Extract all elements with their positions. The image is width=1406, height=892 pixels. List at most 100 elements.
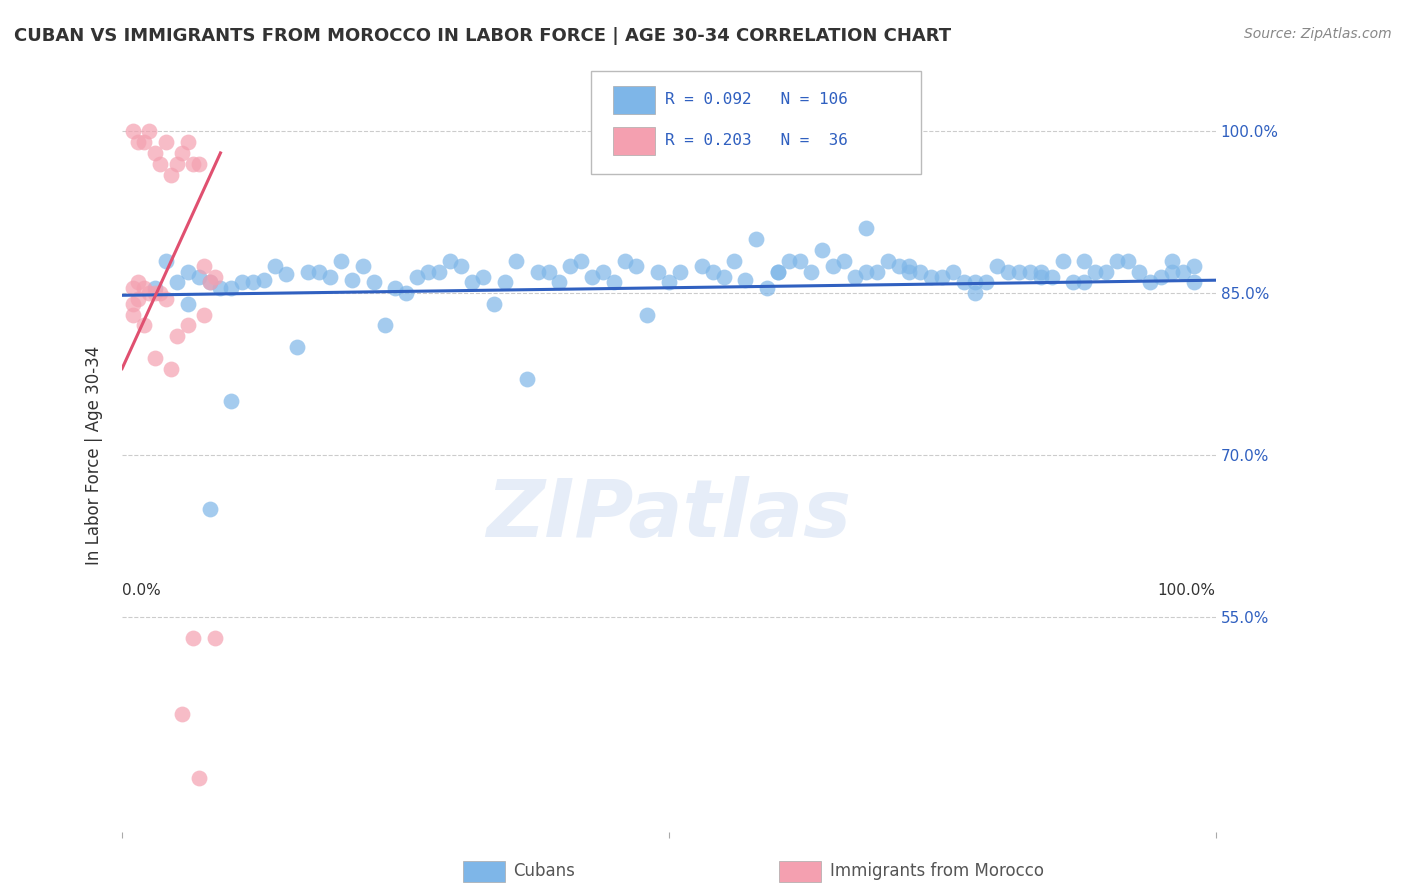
Point (193, 259, 215, 273)
Point (285, 340, 308, 354)
Point (319, 269, 342, 284)
Point (1095, 264, 1118, 278)
Text: R = 0.092   N = 106: R = 0.092 N = 106 (665, 93, 848, 107)
Point (155, 292, 177, 306)
Point (155, 135, 177, 149)
Point (127, 292, 149, 306)
Point (204, 632, 226, 646)
Point (181, 632, 204, 646)
Point (898, 264, 921, 278)
Point (1150, 269, 1173, 284)
Point (253, 273, 276, 287)
Point (723, 253, 745, 268)
Point (516, 372, 538, 386)
Point (176, 318, 198, 333)
Point (811, 243, 834, 257)
Point (1008, 264, 1031, 278)
Point (1116, 253, 1139, 268)
Point (221, 394, 243, 409)
Point (887, 259, 910, 273)
Point (122, 308, 145, 322)
Point (274, 267, 297, 281)
Point (439, 253, 461, 268)
Point (592, 264, 614, 278)
Point (658, 276, 681, 290)
Point (242, 276, 264, 290)
Point (1063, 276, 1085, 290)
Point (920, 269, 942, 284)
Point (198, 501, 221, 516)
Point (166, 329, 188, 343)
Point (221, 281, 243, 295)
Point (789, 253, 811, 268)
Y-axis label: In Labor Force | Age 30-34: In Labor Force | Age 30-34 (86, 345, 103, 565)
Point (132, 281, 155, 295)
Point (855, 264, 877, 278)
Point (450, 259, 472, 273)
Point (756, 281, 779, 295)
Point (143, 281, 166, 295)
Point (198, 276, 221, 290)
Point (127, 276, 149, 290)
Point (965, 276, 987, 290)
Point (160, 168, 183, 182)
Point (1029, 264, 1052, 278)
Point (1073, 276, 1095, 290)
Point (132, 135, 155, 149)
Point (176, 264, 198, 278)
Point (1161, 253, 1184, 268)
Text: 100.0%: 100.0% (1157, 583, 1216, 599)
Point (198, 276, 221, 290)
Point (581, 269, 603, 284)
Point (526, 264, 548, 278)
Point (155, 253, 177, 268)
Text: Source: ZipAtlas.com: Source: ZipAtlas.com (1244, 27, 1392, 41)
Point (997, 264, 1019, 278)
Point (122, 297, 145, 311)
Text: CUBAN VS IMMIGRANTS FROM MOROCCO IN LABOR FORCE | AGE 30-34 CORRELATION CHART: CUBAN VS IMMIGRANTS FROM MOROCCO IN LABO… (14, 27, 952, 45)
Point (1128, 264, 1150, 278)
Point (363, 276, 385, 290)
Point (209, 281, 232, 295)
Point (384, 281, 406, 295)
Point (1018, 264, 1040, 278)
Point (231, 276, 253, 290)
Text: R = 0.203   N =  36: R = 0.203 N = 36 (665, 134, 848, 148)
Text: Immigrants from Morocco: Immigrants from Morocco (830, 863, 1043, 880)
Text: ZIPatlas: ZIPatlas (486, 476, 852, 554)
Point (1182, 259, 1205, 273)
Point (1139, 276, 1161, 290)
Text: 0.0%: 0.0% (122, 583, 160, 599)
Point (340, 273, 363, 287)
Point (734, 273, 756, 287)
Point (143, 286, 166, 301)
Point (800, 264, 823, 278)
Point (1052, 253, 1074, 268)
Point (1171, 264, 1194, 278)
Point (832, 253, 855, 268)
Point (766, 264, 789, 278)
Point (560, 259, 582, 273)
Text: Cubans: Cubans (513, 863, 575, 880)
Point (855, 221, 877, 235)
Point (166, 276, 188, 290)
Point (352, 259, 374, 273)
Point (690, 259, 713, 273)
Point (373, 318, 395, 333)
Point (176, 297, 198, 311)
Point (986, 259, 1008, 273)
Point (1084, 264, 1107, 278)
Point (138, 286, 160, 301)
Point (745, 232, 768, 246)
Point (482, 297, 505, 311)
Point (172, 145, 194, 160)
Point (395, 286, 418, 301)
Point (461, 276, 484, 290)
Point (569, 253, 592, 268)
Point (329, 253, 352, 268)
Point (166, 157, 188, 171)
Point (193, 308, 215, 322)
Point (876, 253, 898, 268)
Point (471, 269, 494, 284)
Point (143, 351, 166, 365)
